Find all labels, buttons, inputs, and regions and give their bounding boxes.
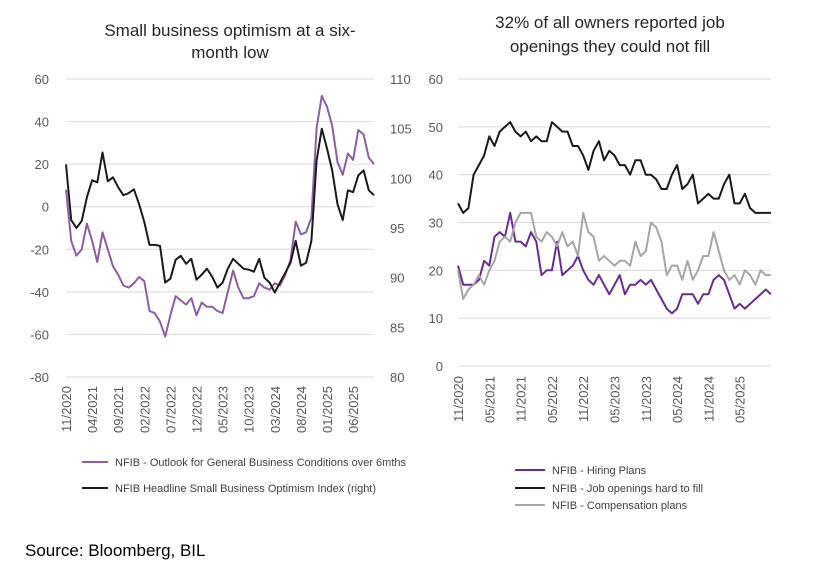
y-tick-label: 50	[429, 120, 443, 135]
x-tick-label: 11/2020	[451, 376, 466, 422]
x-tick-label: 07/2022	[163, 386, 178, 433]
y2-tick-label: 80	[390, 370, 404, 385]
y-tick-label: 40	[35, 115, 49, 130]
x-tick-label: 05/2024	[670, 376, 685, 423]
x-tick-label: 10/2023	[242, 386, 257, 433]
chart-title: openings they could not fill	[510, 37, 710, 56]
x-tick-label: 12/2022	[190, 386, 205, 433]
y-tick-label: 20	[429, 263, 443, 278]
chart-title: Small business optimism at a six-	[104, 21, 355, 40]
y2-tick-label: 100	[390, 171, 412, 186]
y-tick-label: -80	[30, 370, 49, 385]
y-tick-label: -40	[30, 285, 49, 300]
legend-label: NFIB - Compensation plans	[552, 500, 688, 512]
x-tick-label: 01/2025	[320, 386, 335, 433]
legend-label: NFIB - Job openings hard to fill	[552, 483, 703, 495]
y-tick-label: -20	[30, 242, 49, 257]
series-line-1	[457, 211, 772, 315]
series-line-2	[457, 121, 771, 214]
y-tick-label: 0	[436, 359, 443, 374]
x-tick-label: 05/2022	[545, 376, 560, 423]
y-tick-label: 10	[429, 311, 443, 326]
x-tick-label: 06/2025	[346, 386, 361, 433]
y2-tick-label: 85	[390, 320, 404, 335]
x-tick-label: 05/2023	[216, 386, 231, 433]
legend-label: NFIB - Outlook for General Business Cond…	[115, 457, 407, 469]
series-line-1	[65, 95, 375, 338]
series-line-2	[65, 127, 375, 294]
x-tick-label: 04/2021	[85, 386, 100, 433]
source-note: Source: Bloomberg, BIL	[25, 541, 206, 560]
y-tick-label: -60	[30, 327, 49, 342]
y-tick-label: 60	[429, 72, 443, 87]
x-tick-label: 11/2022	[576, 376, 591, 422]
x-tick-label: 11/2020	[59, 386, 74, 432]
y-tick-label: 20	[35, 157, 49, 172]
y-tick-label: 0	[42, 200, 49, 215]
x-tick-label: 03/2024	[268, 386, 283, 433]
x-tick-label: 05/2023	[608, 376, 623, 423]
y2-tick-label: 90	[390, 271, 404, 286]
y2-tick-label: 95	[390, 221, 404, 236]
x-tick-label: 11/2024	[701, 376, 716, 422]
y2-tick-label: 105	[390, 122, 412, 137]
y-tick-label: 40	[429, 168, 443, 183]
chart-title: month low	[191, 43, 269, 62]
x-tick-label: 08/2024	[294, 386, 309, 433]
legend-label: NFIB - Hiring Plans	[552, 465, 647, 477]
x-tick-label: 05/2025	[733, 376, 748, 423]
x-tick-label: 11/2021	[514, 376, 529, 422]
y-tick-label: 30	[429, 216, 443, 231]
x-tick-label: 09/2021	[111, 386, 126, 433]
y-tick-label: 60	[35, 72, 49, 87]
x-tick-label: 11/2023	[639, 376, 654, 422]
x-tick-label: 05/2021	[482, 376, 497, 423]
y2-tick-label: 110	[390, 72, 411, 87]
chart-title: 32% of all owners reported job	[495, 13, 725, 32]
legend-label: NFIB Headline Small Business Optimism In…	[115, 483, 376, 495]
x-tick-label: 02/2022	[137, 386, 152, 433]
series-line-3	[457, 211, 771, 300]
